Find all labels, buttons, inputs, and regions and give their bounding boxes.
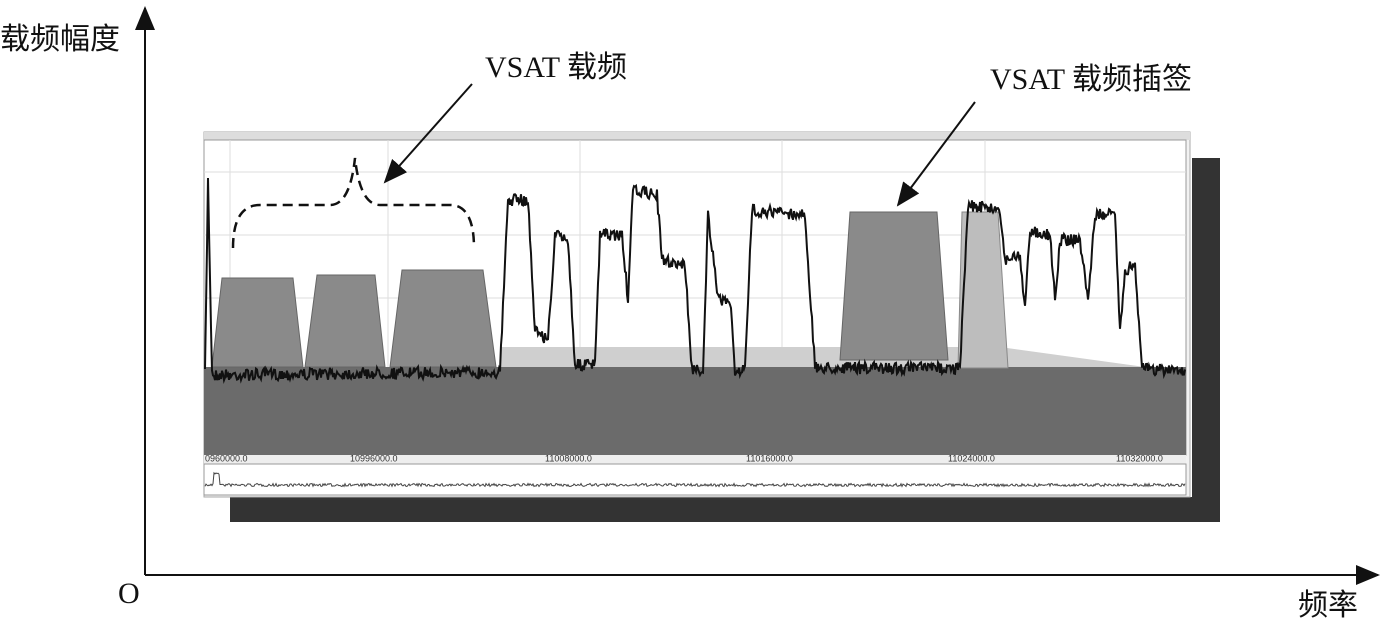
x-axis-label: 频率: [1298, 589, 1358, 622]
tick-label: 0960000.0: [205, 453, 248, 463]
overview: [203, 463, 1187, 496]
tick-labels: 0960000.0 10996000.0 11008000.0 11016000.0 1…: [205, 453, 1163, 463]
tick-label: 11008000.0: [545, 453, 592, 463]
arrow: [896, 101, 976, 207]
floor: [204, 367, 1186, 455]
tick-label: 11032000.0: [1116, 453, 1163, 463]
tick-label: 11024000.0: [948, 453, 995, 463]
inserted-carrier: [957, 211, 1009, 369]
overview-trace: [204, 471, 1186, 488]
y-axis-label: 载频幅度: [0, 23, 120, 56]
brace: [231, 157, 476, 249]
title-bar: [204, 132, 1190, 140]
annotation: VSAT 载频插签: [990, 63, 1192, 96]
axis-strip: [204, 455, 1186, 464]
annotation: VSAT 载频: [485, 51, 627, 84]
arrow: [383, 83, 473, 184]
spectrum-trace: [204, 177, 1186, 385]
tick-label: 10996000.0: [350, 453, 398, 463]
shadow: [230, 497, 1220, 522]
shadow: [1192, 158, 1220, 522]
tick-label: 11016000.0: [746, 453, 793, 463]
carriers: [211, 211, 949, 368]
origin-label: O: [118, 577, 140, 610]
